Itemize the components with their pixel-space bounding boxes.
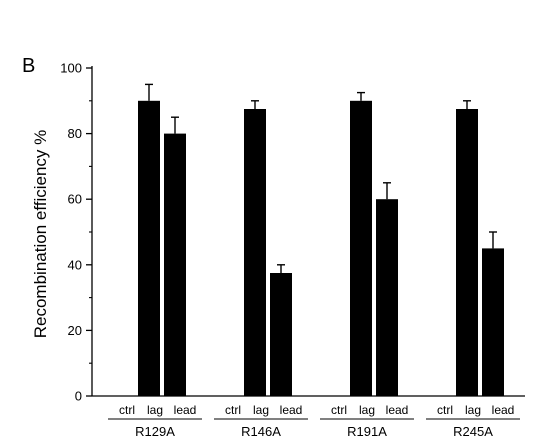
bar	[350, 100, 372, 397]
x-subcategory-label: lag	[147, 403, 163, 417]
bar	[244, 109, 266, 396]
panel-letter: B	[22, 55, 35, 77]
bar	[482, 248, 504, 396]
axes: 0 20 40 60 80 100	[60, 61, 525, 404]
x-subcategory-label: ctrl	[437, 403, 453, 417]
x-subcategory-label: lag	[465, 403, 481, 417]
x-subcategory-label: lead	[492, 403, 515, 417]
x-subcategory-label: ctrl	[331, 403, 347, 417]
y-tick-label: 80	[68, 126, 82, 141]
x-subcategory-label: lag	[253, 403, 269, 417]
x-subcategory-label: lead	[280, 403, 303, 417]
bar	[270, 273, 292, 396]
y-tick-label: 20	[68, 323, 82, 338]
x-subcategory-label: lead	[174, 403, 197, 417]
y-tick-label: 100	[60, 61, 82, 76]
x-subcategory-label: ctrl	[119, 403, 135, 417]
y-tick-label: 40	[68, 257, 82, 272]
bar	[164, 133, 186, 396]
x-group-label: R245A	[453, 424, 493, 439]
bar	[138, 100, 160, 397]
bar	[456, 109, 478, 396]
y-axis-label: Recombination efficiency %	[31, 130, 50, 339]
x-subcategory-label: lead	[386, 403, 409, 417]
x-group-label: R129A	[135, 424, 175, 439]
x-group-label: R146A	[241, 424, 281, 439]
x-subcategory-label: ctrl	[225, 403, 241, 417]
y-tick-label: 0	[75, 389, 82, 404]
bars	[138, 83, 504, 397]
bar	[376, 199, 398, 396]
x-subcategory-label: lag	[359, 403, 375, 417]
y-tick-label: 60	[68, 192, 82, 207]
x-group-label: R191A	[347, 424, 387, 439]
